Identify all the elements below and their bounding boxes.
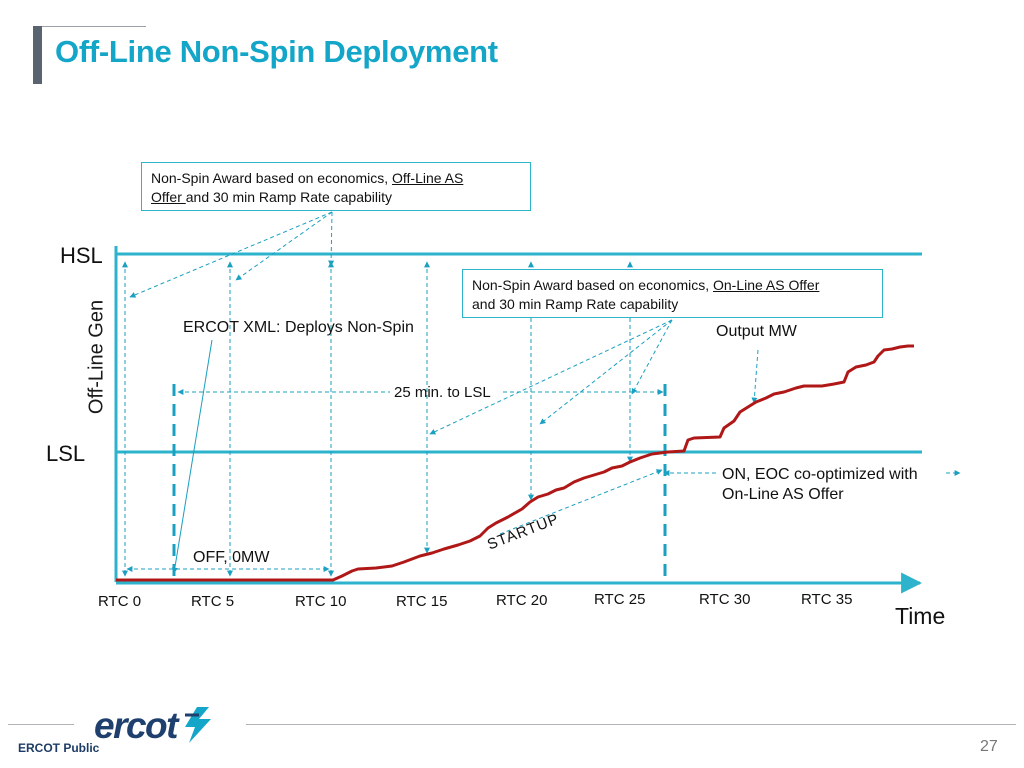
x-tick-label: RTC 20	[496, 592, 548, 609]
offline-award-link2[interactable]: Offer	[151, 189, 186, 205]
title-top-rule	[42, 26, 146, 27]
x-tick-label: RTC 15	[396, 593, 448, 610]
offline-award-suffix: and 30 min Ramp Rate capability	[185, 189, 392, 205]
y-axis-label: Off-Line Gen	[85, 299, 108, 415]
page-number: 27	[980, 738, 998, 755]
off-state-annotation: OFF, 0MW	[193, 549, 270, 566]
online-award-callout: Non-Spin Award based on economics, On-Li…	[462, 269, 883, 318]
page-title: Off-Line Non-Spin Deployment	[55, 34, 498, 69]
on-eoc-annotation-line2: On-Line AS Offer	[722, 486, 844, 503]
x-tick-label: RTC 5	[191, 593, 235, 610]
startup-pointer	[499, 469, 663, 535]
ercot-logo-text: ercot	[94, 704, 178, 746]
footer-classification: ERCOT Public	[18, 741, 100, 755]
x-tick-label: RTC 10	[295, 593, 347, 610]
title-accent-bar	[33, 26, 42, 84]
output-pointer	[751, 349, 759, 404]
x-tick-label: RTC 35	[801, 591, 853, 608]
offline-award-prefix: Non-Spin Award based on economics,	[151, 170, 392, 186]
x-tick-label: RTC 25	[594, 591, 646, 608]
hsl-label: HSL	[60, 243, 103, 268]
deploy-annotation: ERCOT XML: Deploys Non-Spin	[183, 319, 414, 336]
on-eoc-annotation-line1: ON, EOC co-optimized with	[722, 466, 918, 483]
ercot-bolt-icon	[184, 707, 211, 743]
ercot-logo: ercot	[94, 702, 226, 748]
footer-rule-right	[246, 724, 1016, 725]
footer-rule-left	[8, 724, 74, 725]
x-axis-label: Time	[895, 603, 946, 629]
x-tick-label: RTC 0	[98, 593, 142, 610]
ramp-time-annotation: 25 min. to LSL	[394, 384, 491, 401]
output-mw-curve	[116, 344, 914, 582]
online-award-suffix: and 30 min Ramp Rate capability	[472, 296, 679, 312]
online-award-link[interactable]: On-Line AS Offer	[713, 277, 820, 293]
online-award-pointers	[429, 319, 673, 435]
deploy-pointer	[171, 339, 213, 574]
lsl-label: LSL	[46, 441, 86, 466]
offline-award-pointers	[129, 211, 335, 298]
online-award-prefix: Non-Spin Award based on economics,	[472, 277, 713, 293]
offline-award-link[interactable]: Off-Line AS	[392, 170, 464, 186]
output-mw-annotation: Output MW	[716, 323, 797, 340]
offline-award-callout: Non-Spin Award based on economics, Off-L…	[141, 162, 531, 211]
x-tick-label: RTC 30	[699, 591, 751, 608]
